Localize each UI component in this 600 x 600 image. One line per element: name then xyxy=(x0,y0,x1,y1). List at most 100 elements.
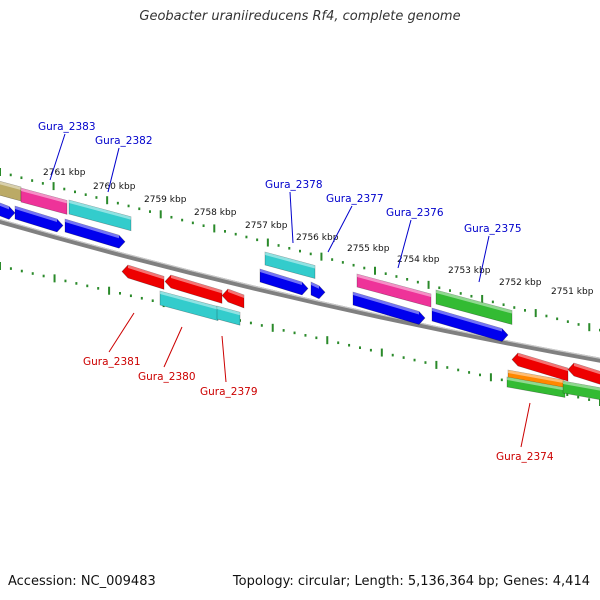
forward-ruler-tick xyxy=(363,267,365,270)
forward-ruler-tick xyxy=(160,210,162,218)
position-label: 2756 kbp xyxy=(296,233,339,243)
genome-summary-text: Topology: circular; Length: 5,136,364 bp… xyxy=(233,574,590,589)
cds-blue-1 xyxy=(0,201,15,219)
position-label: 2753 kbp xyxy=(448,266,491,276)
position-label: 2757 kbp xyxy=(245,221,288,231)
reverse-ruler-tick xyxy=(152,299,154,302)
gene-leader-line xyxy=(222,336,226,382)
position-label: 2755 kbp xyxy=(347,244,390,254)
feature-green-3 xyxy=(563,381,600,401)
gene-label: Gura_2380 xyxy=(138,371,196,383)
reverse-ruler-tick xyxy=(348,344,350,347)
gene-label: Gura_2383 xyxy=(38,121,96,133)
reverse-ruler-tick xyxy=(0,262,1,270)
forward-ruler-tick xyxy=(503,303,505,306)
reverse-ruler-tick xyxy=(424,361,426,364)
forward-ruler-tick xyxy=(170,216,172,219)
forward-ruler-tick xyxy=(556,318,558,321)
forward-ruler-tick xyxy=(449,289,451,292)
forward-ruler-tick xyxy=(117,202,119,205)
forward-ruler-tick xyxy=(267,239,269,247)
reverse-ruler-tick xyxy=(457,369,459,372)
forward-ruler-tick xyxy=(588,323,590,331)
forward-ruler-tick xyxy=(278,244,280,247)
reverse-ruler-tick xyxy=(490,373,492,381)
reverse-ruler-tick xyxy=(468,371,470,374)
gene-label: Gura_2378 xyxy=(265,179,323,191)
reverse-ruler-tick xyxy=(141,297,143,300)
reverse-ruler-tick xyxy=(392,354,394,357)
position-label: 2760 kbp xyxy=(93,182,136,192)
reverse-ruler-tick xyxy=(370,349,372,352)
forward-ruler-tick xyxy=(470,295,472,298)
forward-ruler-tick xyxy=(310,253,312,256)
reverse-ruler-tick xyxy=(75,282,77,285)
forward-ruler-tick xyxy=(224,230,226,233)
forward-ruler-tick xyxy=(181,219,183,222)
gene-label: Gura_2375 xyxy=(464,223,522,235)
forward-ruler-tick xyxy=(85,193,87,196)
accession-text: Accession: NC_009483 xyxy=(8,574,156,589)
reverse-ruler-tick xyxy=(577,396,579,399)
forward-ruler-tick xyxy=(353,264,355,267)
forward-ruler-tick xyxy=(545,315,547,318)
reverse-ruler-tick xyxy=(414,359,416,362)
forward-ruler-tick xyxy=(320,253,322,261)
reverse-ruler-tick xyxy=(64,280,66,283)
reverse-ruler-tick xyxy=(446,366,448,369)
forward-ruler-tick xyxy=(149,210,151,213)
reverse-ruler-tick xyxy=(130,294,132,297)
forward-ruler-tick xyxy=(128,205,130,208)
cds-blue-5 xyxy=(311,282,325,299)
position-label: 2761 kbp xyxy=(43,168,86,178)
forward-ruler-tick xyxy=(428,281,430,289)
forward-ruler-tick xyxy=(374,267,376,275)
reverse-ruler-tick xyxy=(261,324,263,327)
reverse-ruler-tick xyxy=(501,379,503,382)
gene-label: Gura_2374 xyxy=(496,451,554,463)
forward-ruler-tick xyxy=(578,323,580,326)
forward-ruler-tick xyxy=(417,281,419,284)
cds-blue-1-body xyxy=(0,201,15,219)
forward-ruler-tick xyxy=(460,292,462,295)
forward-ruler-tick xyxy=(31,179,33,182)
gene-leader-line xyxy=(521,403,530,447)
reverse-ruler-tick xyxy=(86,285,88,288)
gene-leader-line xyxy=(290,192,293,243)
reverse-ruler-tick xyxy=(108,287,110,295)
reverse-ruler-tick xyxy=(43,275,45,278)
forward-ruler-tick xyxy=(256,239,258,242)
gene-leader-line xyxy=(109,313,134,352)
reverse-ruler-tick xyxy=(32,272,34,275)
forward-ruler-tick xyxy=(406,278,408,281)
forward-ruler-tick xyxy=(74,191,76,194)
forward-ruler-tick xyxy=(213,224,215,232)
reverse-ruler-tick xyxy=(250,322,252,325)
gene-label: Gura_2377 xyxy=(326,193,384,205)
forward-ruler-tick xyxy=(42,182,44,185)
reverse-ruler-tick xyxy=(337,341,339,344)
forward-ruler-tick xyxy=(0,168,1,176)
forward-ruler-tick xyxy=(20,176,22,179)
forward-ruler-tick xyxy=(138,207,140,210)
forward-ruler-tick xyxy=(203,224,205,227)
gene-leader-line xyxy=(164,327,182,367)
reverse-ruler-tick xyxy=(359,346,361,349)
cds-red-1 xyxy=(122,265,164,289)
reverse-ruler-tick xyxy=(315,337,317,340)
position-label: 2752 kbp xyxy=(499,278,542,288)
reverse-ruler-tick xyxy=(326,336,328,344)
forward-ruler-tick xyxy=(385,272,387,275)
reverse-ruler-tick xyxy=(294,332,296,335)
gene-label: Gura_2382 xyxy=(95,135,153,147)
reverse-ruler-tick xyxy=(283,329,285,332)
forward-ruler-tick xyxy=(53,182,55,190)
gene-label: Gura_2381 xyxy=(83,356,141,368)
forward-ruler-tick xyxy=(245,236,247,239)
cds-red-3 xyxy=(222,289,244,308)
position-label: 2759 kbp xyxy=(144,195,187,205)
reverse-ruler-tick xyxy=(54,274,56,282)
forward-ruler-tick xyxy=(63,188,65,191)
reverse-ruler-tick xyxy=(304,334,306,337)
forward-ruler-tick xyxy=(524,309,526,312)
